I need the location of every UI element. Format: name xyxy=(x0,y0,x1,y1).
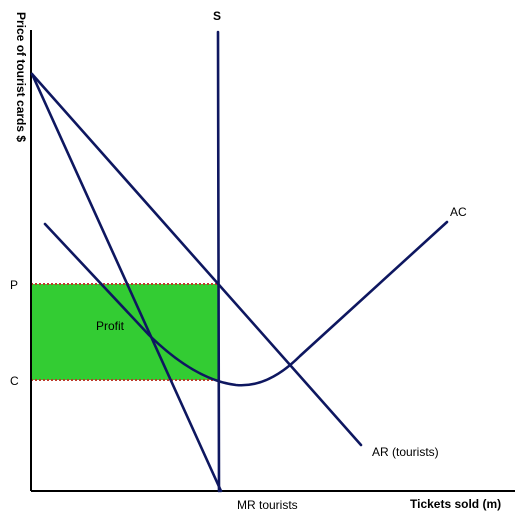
mr-label: MR tourists xyxy=(237,498,298,512)
ac-label: AC xyxy=(450,205,467,219)
ac-curve xyxy=(43,220,449,387)
cost-c-label: C xyxy=(10,374,19,388)
price-p-label: P xyxy=(10,278,18,292)
ar-label: AR (tourists) xyxy=(372,445,439,459)
profit-region xyxy=(31,284,219,380)
supply-line xyxy=(216,30,221,493)
mr-curve xyxy=(30,72,223,493)
supply-label: S xyxy=(213,9,221,23)
ar-curve xyxy=(30,72,363,447)
profit-label: Profit xyxy=(96,319,125,333)
y-axis-label: Price of tourist cards $ xyxy=(14,12,28,142)
x-axis-label: Tickets sold (m) xyxy=(410,497,501,511)
